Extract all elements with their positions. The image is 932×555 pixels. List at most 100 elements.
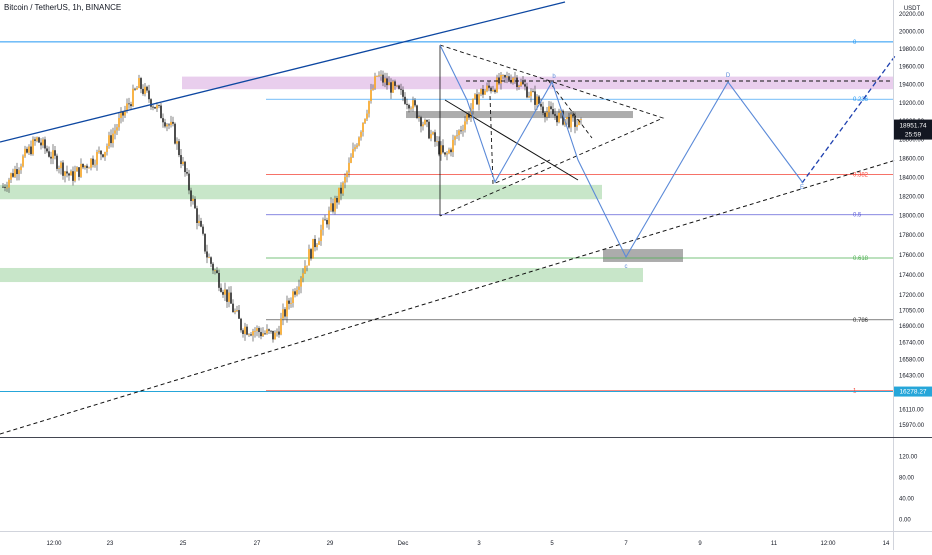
- candle-body: [284, 309, 286, 317]
- candle-body: [50, 156, 52, 159]
- candle-body: [304, 266, 306, 274]
- candle-body: [170, 121, 172, 126]
- candle-body: [292, 291, 294, 303]
- candle-body: [190, 190, 192, 202]
- candle-body: [152, 106, 154, 108]
- candle-body: [380, 74, 382, 76]
- time-tick: Dec: [398, 541, 409, 547]
- candle-body: [302, 273, 304, 278]
- candle-body: [576, 125, 578, 127]
- candle-body: [442, 145, 444, 153]
- candle-body: [298, 286, 300, 290]
- low-price-label: 16278.27: [899, 389, 926, 396]
- candle-body: [76, 167, 78, 172]
- candle-body: [110, 135, 112, 144]
- candle-body: [516, 77, 518, 88]
- candle-body: [192, 198, 194, 202]
- candle-body: [146, 86, 148, 91]
- price-tick: 17200.00: [899, 293, 925, 299]
- fib-label-0.786: 0.786: [853, 318, 869, 324]
- indicator-tick: 120.00: [899, 455, 918, 461]
- time-tick: 12:00: [46, 541, 62, 547]
- candle-body: [408, 104, 410, 109]
- candle-body: [496, 77, 498, 93]
- candle-body: [242, 330, 244, 334]
- candle-body: [426, 119, 428, 122]
- time-tick: 5: [550, 541, 554, 547]
- candle-body: [140, 78, 142, 89]
- candle-body: [214, 270, 216, 272]
- price-tick: 17800.00: [899, 233, 925, 239]
- candle-body: [330, 203, 332, 211]
- candle-body: [504, 74, 506, 78]
- candle-body: [328, 210, 330, 225]
- candle-body: [122, 111, 124, 116]
- candle-body: [258, 328, 260, 333]
- candle-body: [286, 300, 288, 317]
- candle-body: [204, 233, 206, 252]
- candle-body: [566, 117, 568, 119]
- candle-body: [138, 78, 140, 88]
- candle-body: [336, 198, 338, 203]
- candle-body: [402, 89, 404, 97]
- candle-body: [90, 158, 92, 168]
- candle-body: [348, 162, 350, 173]
- candle-body: [104, 151, 106, 157]
- indicator-tick: 0.00: [899, 518, 911, 524]
- candle-body: [474, 94, 476, 99]
- candle-body: [126, 103, 128, 111]
- candle-body: [232, 303, 234, 313]
- price-tick: 18400.00: [899, 175, 925, 181]
- candle-body: [478, 94, 480, 105]
- candle-body: [420, 117, 422, 127]
- candle-body: [536, 96, 538, 105]
- candle-body: [500, 75, 502, 84]
- candle-body: [42, 139, 44, 146]
- price-tick: 16740.00: [899, 341, 925, 347]
- candle-body: [246, 326, 248, 335]
- candle-body: [354, 147, 356, 150]
- candle-body: [570, 114, 572, 128]
- candle-body: [508, 76, 510, 80]
- candle-body: [64, 171, 66, 176]
- resistance-zone: [182, 76, 894, 90]
- candle-body: [374, 76, 376, 89]
- candle-body: [418, 117, 420, 119]
- candle-body: [60, 162, 62, 169]
- candle-body: [212, 263, 214, 271]
- breakout-projection-dashed: [801, 55, 896, 184]
- price-tick: 18800.00: [899, 138, 925, 144]
- candle-body: [124, 110, 126, 116]
- price-tick: 18200.00: [899, 194, 925, 200]
- candle-body: [448, 149, 450, 154]
- candle-body: [428, 121, 430, 139]
- candle-body: [250, 334, 252, 336]
- candle-body: [542, 106, 544, 113]
- price-tick: 17050.00: [899, 309, 925, 315]
- candle-body: [216, 270, 218, 273]
- candle-body: [540, 103, 542, 107]
- candle-body: [468, 114, 470, 118]
- candle-body: [440, 145, 442, 155]
- candle-body: [82, 163, 84, 168]
- price-tick: 17400.00: [899, 273, 925, 279]
- candle-body: [306, 265, 308, 267]
- candle-body: [182, 161, 184, 165]
- candle-body: [444, 152, 446, 155]
- candle-body: [114, 130, 116, 134]
- candle-body: [100, 150, 102, 155]
- candle-body: [26, 148, 28, 153]
- candle-body: [218, 272, 220, 288]
- point-label-c: c: [625, 264, 628, 270]
- currency-label: USDT: [904, 6, 921, 12]
- candle-body: [396, 85, 398, 87]
- candle-body: [438, 141, 440, 155]
- candle-body: [92, 158, 94, 165]
- candle-body: [200, 220, 202, 227]
- candle-body: [460, 130, 462, 132]
- candle-body: [484, 90, 486, 95]
